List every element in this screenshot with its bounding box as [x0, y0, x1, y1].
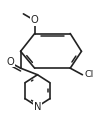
Text: N: N: [34, 102, 41, 112]
Text: O: O: [6, 57, 14, 67]
Text: Cl: Cl: [85, 70, 94, 79]
Text: O: O: [31, 15, 39, 25]
